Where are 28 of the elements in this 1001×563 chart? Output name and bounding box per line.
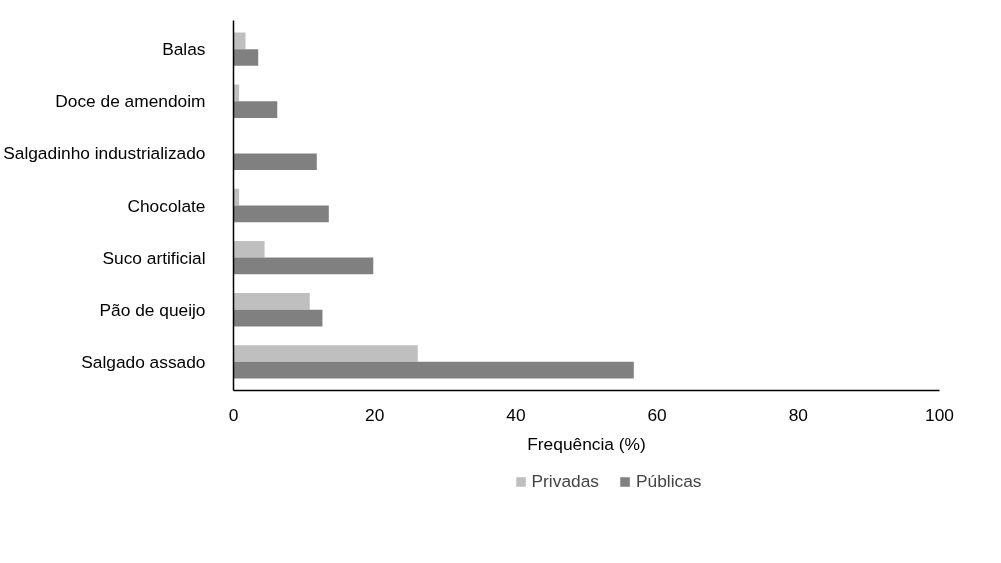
bar	[233, 240, 265, 258]
y-tick-label: Pão de queijo	[99, 299, 206, 320]
y-tick-label: Suco artificial	[102, 247, 206, 268]
legend-label: Públicas	[635, 470, 702, 492]
x-tick-label: 60	[647, 404, 667, 425]
x-tick-label: 20	[365, 404, 385, 425]
x-axis-title: Frequência (%)	[527, 433, 646, 454]
y-tick-label: Salgado assado	[81, 351, 206, 372]
bar	[233, 309, 323, 327]
x-tick-label: 80	[788, 404, 808, 425]
y-tick-label: Balas	[162, 39, 206, 60]
bar	[233, 153, 317, 171]
bar	[233, 361, 634, 379]
y-tick-label: Salgadinho industrializado	[3, 143, 206, 164]
bar	[233, 345, 418, 362]
bar	[233, 293, 310, 310]
x-tick-label: 100	[925, 404, 954, 425]
bar	[233, 49, 259, 66]
bar	[233, 188, 240, 206]
x-tick-label: 40	[506, 404, 526, 425]
x-tick-label: 0	[228, 404, 239, 425]
bar	[233, 257, 374, 275]
legend-label: Privadas	[531, 470, 599, 492]
y-tick-label: Chocolate	[127, 195, 206, 216]
y-tick-label: Doce de amendoim	[55, 91, 206, 112]
bar	[233, 101, 278, 118]
bar	[233, 32, 246, 50]
bar	[233, 205, 329, 223]
